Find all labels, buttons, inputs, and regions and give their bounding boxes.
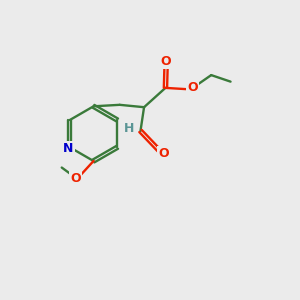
Text: O: O — [161, 55, 171, 68]
Text: O: O — [158, 147, 169, 161]
Text: O: O — [187, 81, 197, 94]
Text: O: O — [70, 172, 81, 185]
Text: N: N — [63, 142, 74, 155]
Text: H: H — [124, 122, 134, 135]
